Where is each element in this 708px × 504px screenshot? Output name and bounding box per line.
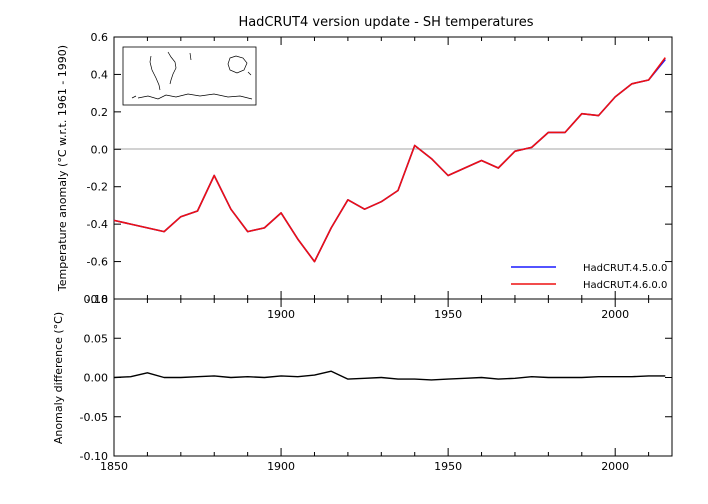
bottom-panel: -0.10-0.050.000.050.10 1850 1900 1950 2000 … [52, 293, 673, 473]
top-y-tick-label: -0.4 [87, 218, 108, 231]
top-y-tick-label: 0.0 [91, 143, 109, 156]
top-y-tick-label: -0.6 [87, 256, 108, 269]
bottom-x-tick-label: 2000 [601, 460, 629, 473]
inset-map [122, 46, 257, 106]
bottom-y-tick-label: -0.05 [80, 411, 108, 424]
top-y-tick-label: 0.2 [91, 106, 109, 119]
top-series-line-1 [113, 57, 666, 263]
legend: HadCRUT.4.5.0.0 HadCRUT.4.6.0.0 [511, 263, 667, 291]
top-y-tick-label: -0.2 [87, 181, 108, 194]
chart-title: HadCRUT4 version update - SH temperature… [238, 15, 533, 30]
top-y-ticks: -0.8 -0.6 -0.4 -0.2 0.0 0.2 0.4 0.6 [87, 31, 672, 306]
top-y-tick-label: 0.6 [91, 31, 109, 44]
top-x-tick-label: 1950 [434, 308, 462, 321]
bottom-y-axis-label: Anomaly difference (°C) [52, 312, 65, 444]
bottom-y-tick-label: 0.05 [84, 332, 109, 345]
top-x-tick-label: 2000 [601, 308, 629, 321]
top-panel: -0.8 -0.6 -0.4 -0.2 0.0 0.2 0.4 0.6 1900 1950 200… [56, 31, 673, 321]
legend-label-hadcrut-4-6: HadCRUT.4.6.0.0 [583, 280, 667, 291]
bottom-y-tick-label: 0.10 [84, 293, 109, 306]
legend-label-hadcrut-4-5: HadCRUT.4.5.0.0 [583, 263, 667, 274]
bottom-series-lines [113, 370, 666, 381]
top-y-axis-label: Temperature anomaly (°C w.r.t. 1961 - 19… [56, 45, 69, 292]
top-x-ticks: 1900 1950 2000 [113, 37, 650, 321]
top-series-lines [113, 57, 666, 263]
top-x-tick-label: 1900 [267, 308, 295, 321]
top-y-tick-label: -0.8 [87, 293, 108, 306]
bottom-series-line-0 [113, 370, 666, 381]
top-y-tick-label: 0.4 [91, 68, 109, 81]
bottom-x-tick-label: 1950 [434, 460, 462, 473]
bottom-x-ticks: 1850 1900 1950 2000 [100, 299, 650, 473]
bottom-y-ticks: -0.10 -0.05 0.00 0.05 0.10 [80, 293, 672, 463]
bottom-x-tick-label: 1850 [100, 460, 128, 473]
bottom-x-tick-label: 1900 [267, 460, 295, 473]
bottom-y-tick-label: -0.10 [80, 450, 108, 463]
bottom-y-tick-label: 0.00 [84, 372, 109, 385]
inset-map-coastline [131, 51, 253, 100]
